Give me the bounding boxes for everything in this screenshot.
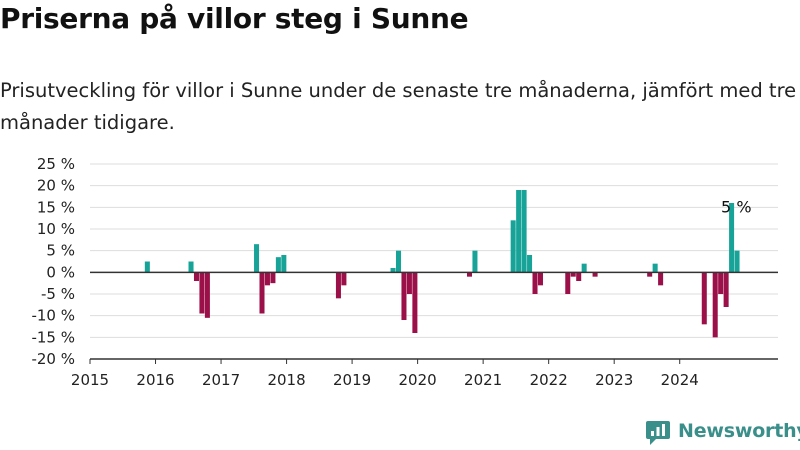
bar [652, 263, 658, 273]
bar [390, 268, 396, 273]
x-tick-label: 2017 [202, 371, 240, 389]
bar [144, 261, 150, 273]
bar [581, 263, 587, 273]
x-tick-label: 2018 [267, 371, 305, 389]
bar [701, 272, 707, 325]
y-tick-label: 5 % [46, 242, 75, 260]
chart-title: Priserna på villor steg i Sunne [0, 2, 469, 35]
y-tick-label: 15 % [37, 198, 75, 216]
y-tick-label: -15 % [31, 328, 75, 346]
x-tick-label: 2016 [136, 371, 174, 389]
y-tick-label: -10 % [31, 307, 75, 325]
bar [592, 272, 598, 277]
bar [412, 272, 418, 333]
bar [259, 272, 265, 314]
bar [264, 272, 270, 286]
grid-lines [90, 163, 778, 360]
bar [188, 261, 194, 273]
bar [395, 250, 402, 273]
bar [472, 250, 478, 273]
bars [144, 190, 740, 338]
x-tick-label: 2024 [661, 371, 699, 389]
y-tick-label: -20 % [31, 350, 75, 368]
bar [193, 272, 199, 281]
bar [401, 272, 407, 320]
bar [729, 203, 735, 273]
newsworthy-logo-icon [646, 421, 670, 445]
bar [199, 272, 205, 314]
bar [658, 272, 664, 286]
y-tick-label: 25 % [37, 155, 75, 173]
bar [521, 190, 527, 273]
x-axis-labels: 2015 2016 2017 2018 2019 2020 2021 2022 2023 2024 [71, 371, 699, 389]
y-tick-label: -5 % [41, 285, 75, 303]
x-tick-label: 2020 [399, 371, 437, 389]
bar [466, 272, 473, 277]
bar [647, 272, 653, 277]
bar [532, 272, 538, 294]
bar [723, 272, 729, 307]
bar [341, 272, 347, 286]
bar [734, 250, 740, 273]
axes [89, 271, 778, 364]
bar [335, 272, 341, 299]
brand-name: Newsworthy [678, 420, 800, 442]
x-tick-label: 2015 [71, 371, 109, 389]
x-tick-label: 2019 [333, 371, 371, 389]
bar [712, 272, 718, 338]
x-tick-label: 2022 [530, 371, 568, 389]
bar [204, 272, 210, 318]
bar [570, 272, 576, 277]
bar [576, 272, 582, 281]
bar [275, 257, 281, 273]
annotations: 5 % [721, 198, 751, 217]
y-axis-labels: -20 % -15 % -10 % -5 % 0 % 5 % 10 % 15 % 20 % 25 … [31, 155, 75, 368]
chart-subtitle: Prisutveckling för villor i Sunne under … [0, 79, 797, 134]
bar [537, 272, 543, 286]
bar [565, 272, 571, 294]
y-tick-label: 10 % [37, 220, 75, 238]
bar [270, 272, 276, 284]
bar [254, 244, 260, 273]
bar [718, 272, 724, 294]
x-tick-label: 2023 [595, 371, 633, 389]
bar [527, 255, 533, 273]
bar [281, 255, 287, 273]
y-tick-label: 20 % [37, 177, 75, 195]
bar [516, 190, 522, 273]
x-tick-label: 2021 [464, 371, 502, 389]
bar [406, 272, 412, 294]
y-tick-label: 0 % [46, 263, 75, 281]
bar [510, 220, 516, 273]
last-value-label: 5 % [721, 198, 751, 217]
